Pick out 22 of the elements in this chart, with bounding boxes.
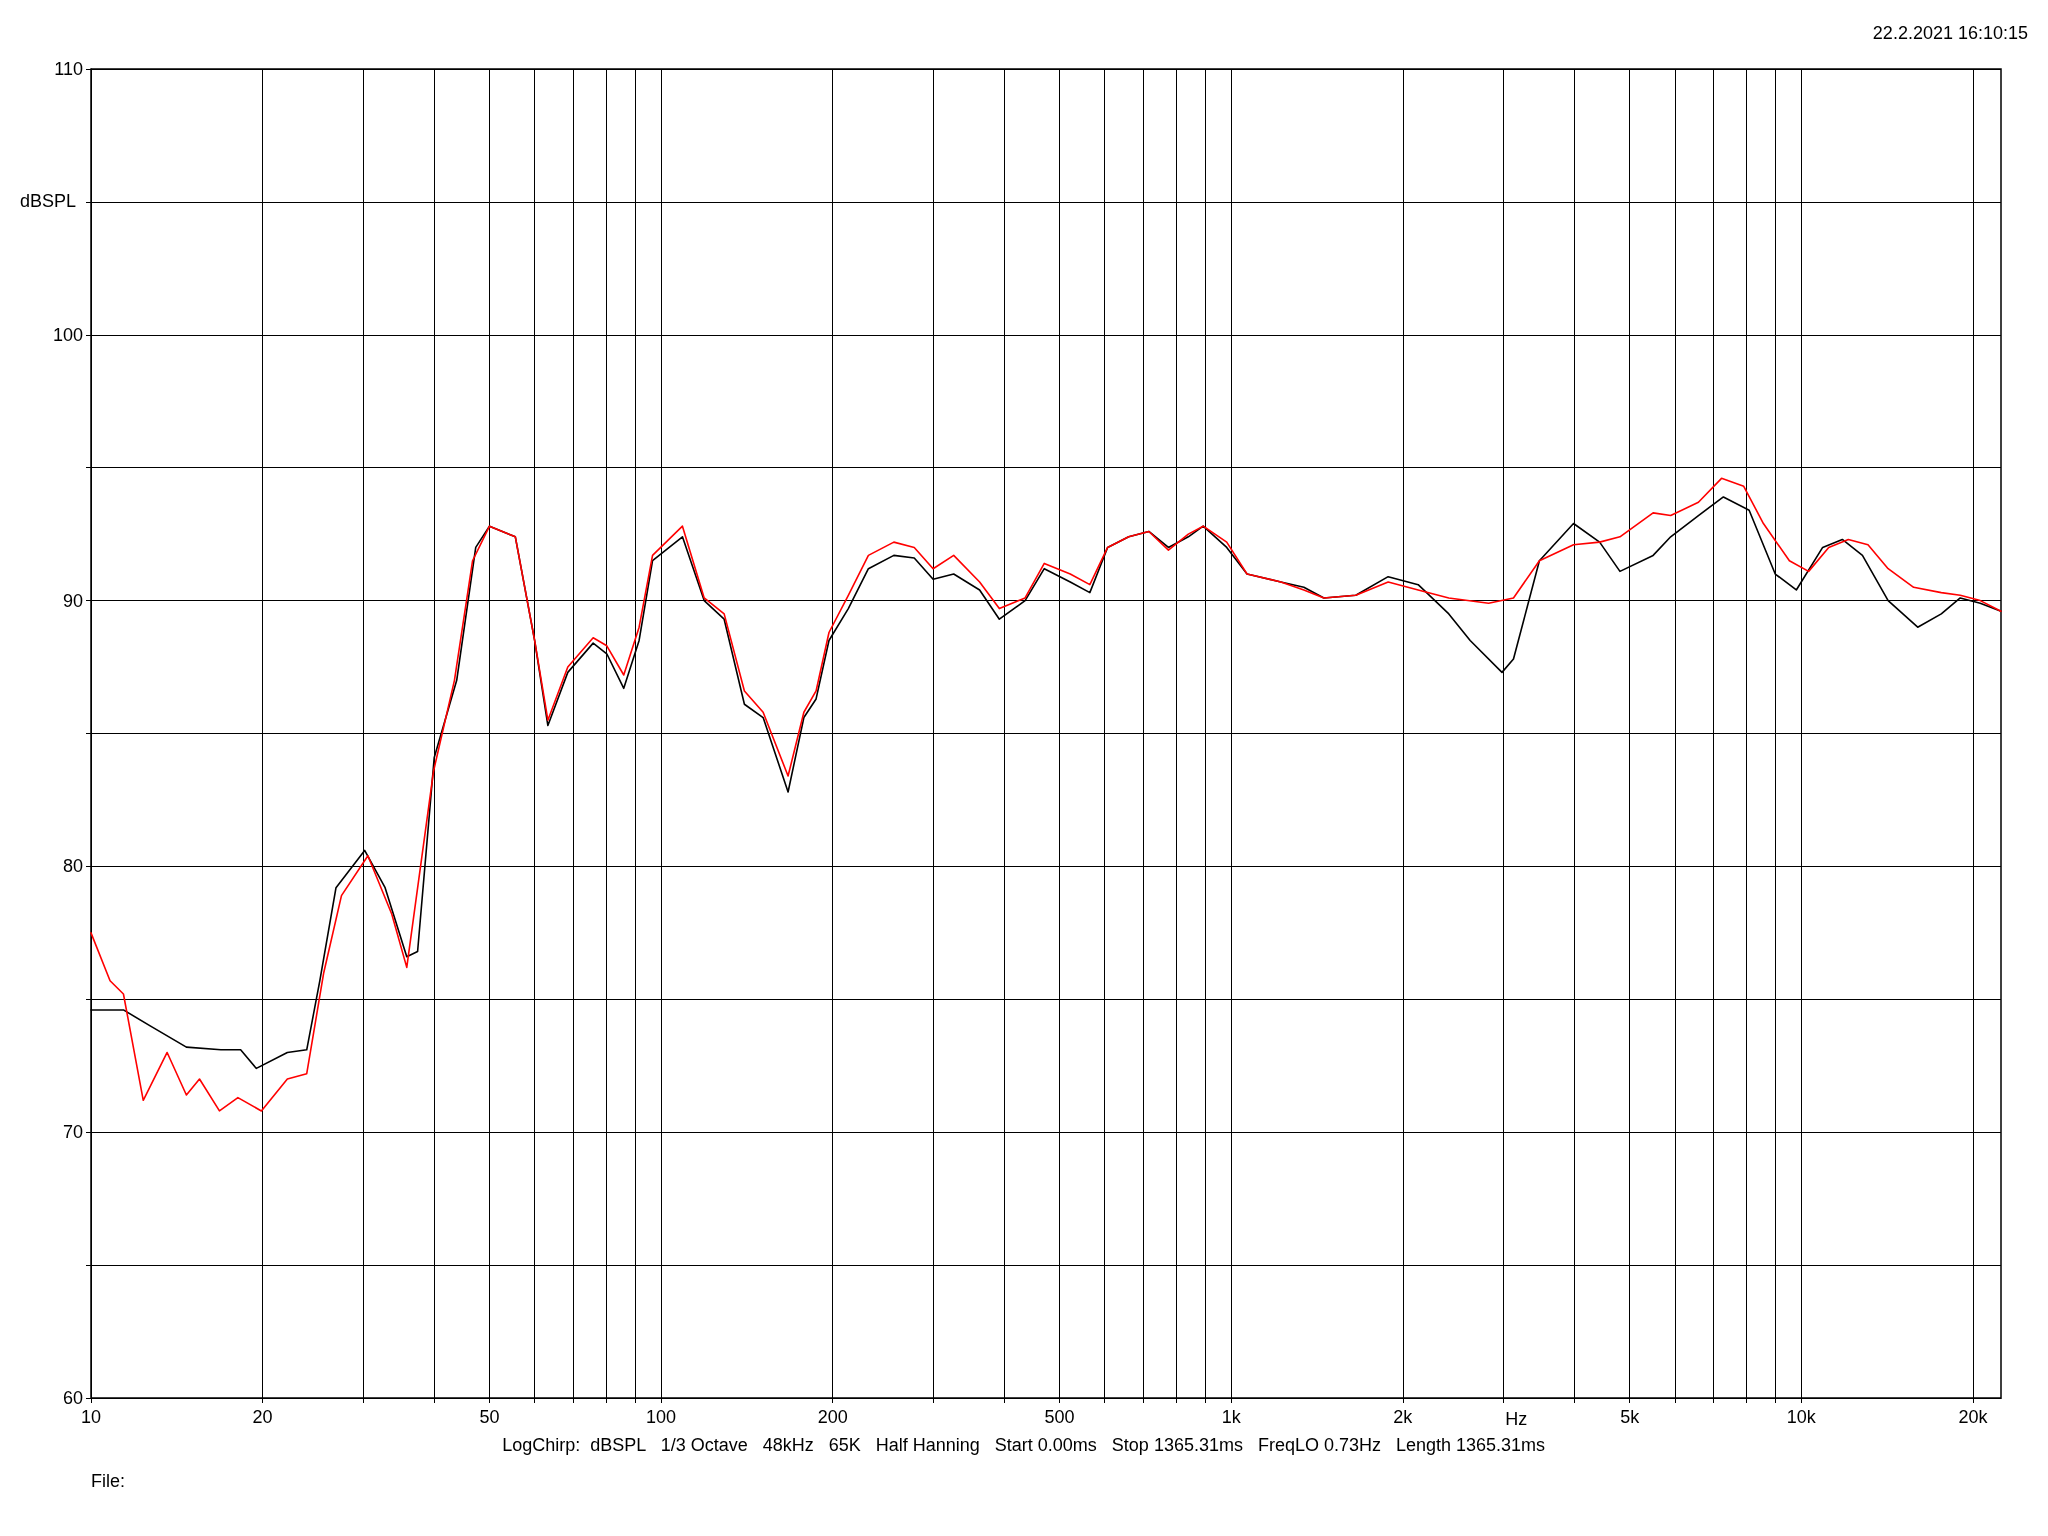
- x-tick-label: 20k: [1958, 1407, 1989, 1427]
- y-tick-label: 110: [54, 59, 83, 79]
- x-tick-label: 100: [646, 1407, 677, 1427]
- x-tick-label: 500: [1044, 1407, 1075, 1427]
- x-tick-label: 2k: [1393, 1407, 1414, 1427]
- y-tick-label: 100: [52, 324, 83, 345]
- x-tick-label: 10: [80, 1407, 102, 1427]
- y-tick-label: 90: [62, 590, 83, 611]
- y-axis-title: dBSPL: [20, 190, 77, 211]
- y-tick-label: 80: [62, 856, 83, 877]
- x-tick-label: 1k: [1221, 1407, 1242, 1427]
- text: LogChirp: dBSPL 1/3 Octave 48kHz 65K Half Hanning Start 0.00ms Stop 1365.31ms FreqLO 0.73Hz Length 1365.31ms: [502, 1435, 1546, 1455]
- x-tick-label: 50: [479, 1407, 500, 1427]
- text: File:: [91, 1471, 126, 1491]
- text: 22.2.2021 16:10:15: [1872, 23, 2029, 43]
- x-tick-label: 20: [252, 1407, 273, 1427]
- y-tick-label: 60: [62, 1388, 83, 1408]
- x-axis-title: Hz: [1505, 1409, 1528, 1429]
- x-tick-label: 10k: [1786, 1407, 1817, 1427]
- x-tick-label: 5k: [1620, 1407, 1641, 1427]
- x-tick-label: 200: [817, 1407, 848, 1427]
- y-tick-label: 70: [62, 1122, 83, 1143]
